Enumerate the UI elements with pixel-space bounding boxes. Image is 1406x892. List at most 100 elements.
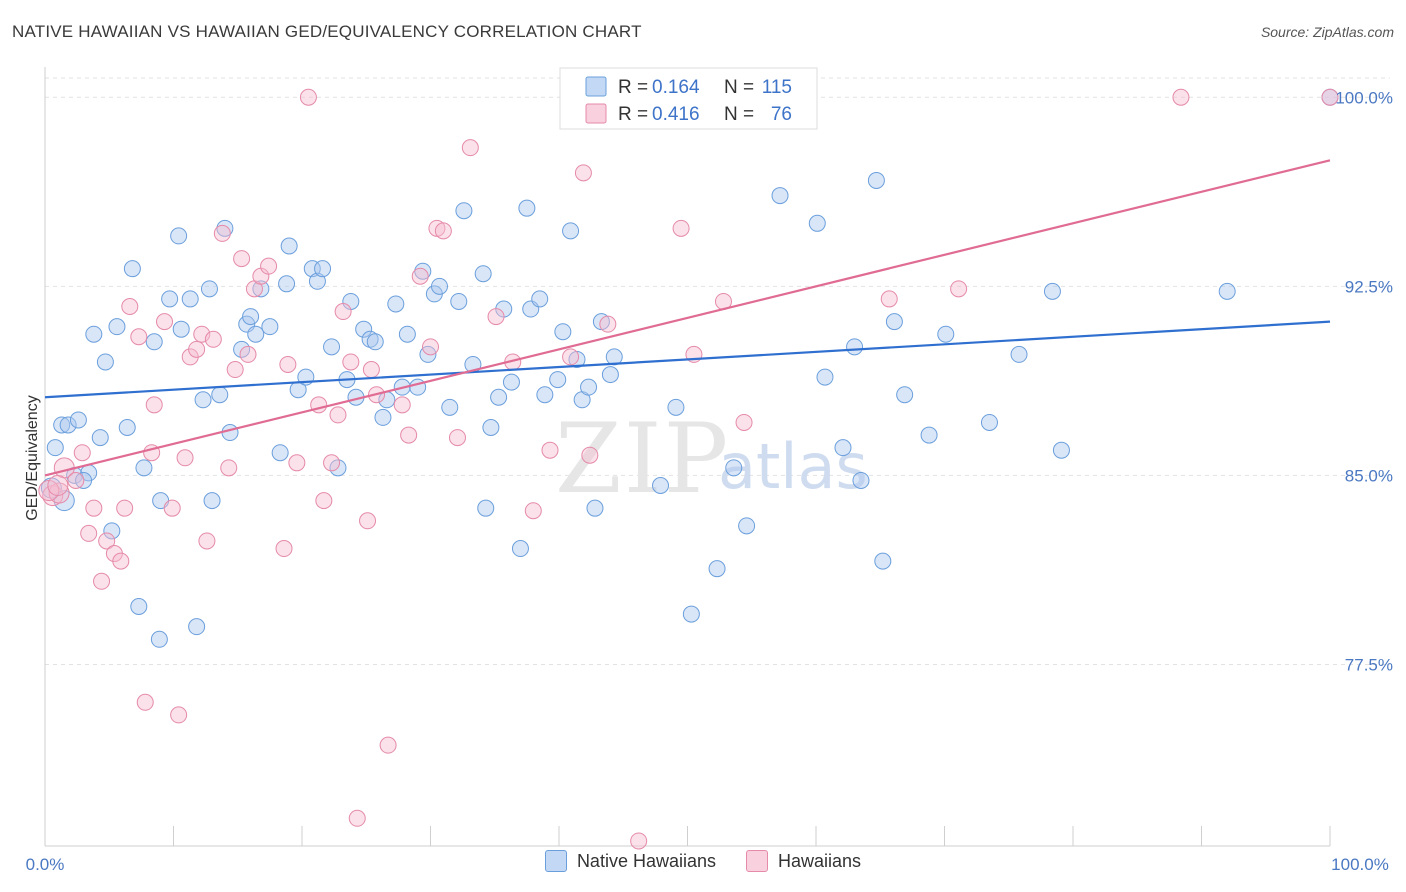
data-point [411, 267, 429, 285]
data-point [482, 419, 500, 437]
data-point [252, 280, 270, 298]
data-point [400, 426, 418, 444]
watermark: ZIP atlas [555, 403, 868, 515]
legend-r-value: 0.416 [652, 104, 700, 125]
data-point [211, 386, 229, 404]
data-point [247, 325, 265, 343]
data-point [176, 449, 194, 467]
data-point [203, 492, 221, 510]
data-point [477, 499, 495, 517]
data-point [98, 532, 116, 550]
axes [44, 67, 1331, 847]
data-point [511, 540, 529, 558]
trend-line-hawaiians [44, 159, 1331, 477]
data-point [355, 320, 373, 338]
data-point [48, 482, 70, 504]
data-point [1052, 441, 1070, 459]
data-point [398, 325, 416, 343]
source-label: Source: ZipAtlas.com [1260, 24, 1394, 40]
data-point [834, 439, 852, 457]
data-point [136, 693, 154, 711]
data-point [118, 419, 136, 437]
data-point [434, 222, 452, 240]
data-point [329, 406, 347, 424]
data-point [448, 429, 466, 447]
data-point [226, 361, 244, 379]
data-point [374, 408, 392, 426]
data-point [502, 373, 520, 391]
data-point [605, 348, 623, 366]
data-point [1043, 282, 1061, 300]
data-point [562, 222, 580, 240]
data-point [150, 630, 168, 648]
data-point [67, 471, 85, 489]
data-point [630, 832, 648, 850]
data-point [536, 386, 554, 404]
data-point [554, 323, 572, 341]
data-point [123, 260, 141, 278]
data-point [156, 313, 174, 331]
data-point [366, 333, 384, 351]
data-point [121, 297, 139, 315]
data-point [59, 416, 77, 434]
data-point [239, 345, 257, 363]
y-tick-label: 100.0% [1335, 88, 1393, 107]
legend-item-native-hawaiians[interactable]: Native Hawaiians [544, 850, 716, 872]
data-point [299, 88, 317, 106]
data-point [188, 340, 206, 358]
data-point [221, 424, 239, 442]
data-point [213, 224, 231, 242]
data-point [735, 413, 753, 431]
trend-line-native-hawaiians [44, 320, 1331, 399]
data-point [278, 275, 296, 293]
data-point [771, 187, 789, 205]
data-point [708, 560, 726, 578]
data-point [524, 502, 542, 520]
y-tick-label: 85.0% [1345, 466, 1393, 485]
data-point [461, 139, 479, 157]
axis-labels: 77.5% 85.0% 92.5% 100.0% 0.0% 100.0% GED/Equiv… [24, 88, 1393, 874]
data-point [334, 303, 352, 321]
legend-swatch [585, 76, 607, 97]
x-tick-label: 0.0% [26, 855, 65, 874]
legend-r-label: R = [618, 104, 648, 125]
y-axis-title: GED/Equivalency [24, 395, 41, 520]
data-point [47, 474, 69, 496]
data-point [672, 219, 690, 237]
data-point [846, 338, 864, 356]
data-point [562, 348, 580, 366]
legend-n-value: 76 [771, 104, 792, 125]
data-point [103, 522, 121, 540]
data-point [580, 378, 598, 396]
series-hawaiians-points [38, 88, 1339, 850]
data-point [531, 290, 549, 308]
data-point [348, 809, 366, 827]
legend-item-hawaiians[interactable]: Hawaiians [746, 850, 861, 872]
y-tick-label: 77.5% [1345, 655, 1393, 674]
legend-n-label: N = [724, 104, 754, 125]
data-point [233, 250, 251, 268]
data-point [170, 227, 188, 245]
series-native-hawaiians-points [40, 88, 1339, 648]
data-point [145, 396, 163, 414]
watermark-zip: ZIP [555, 403, 730, 515]
data-point [161, 290, 179, 308]
data-point [950, 280, 968, 298]
data-point [359, 512, 377, 530]
data-point [308, 272, 326, 290]
data-point [69, 411, 87, 429]
data-point [816, 368, 834, 386]
data-point [885, 313, 903, 331]
data-point [379, 736, 397, 754]
legend-swatch-native-hawaiians [544, 850, 567, 872]
data-point [93, 572, 111, 590]
data-point [450, 292, 468, 310]
data-point [1010, 345, 1028, 363]
legend-swatch [585, 103, 607, 124]
data-point [430, 277, 448, 295]
data-point [220, 459, 238, 477]
data-point [342, 353, 360, 371]
data-point [130, 328, 148, 346]
data-point [80, 524, 98, 542]
